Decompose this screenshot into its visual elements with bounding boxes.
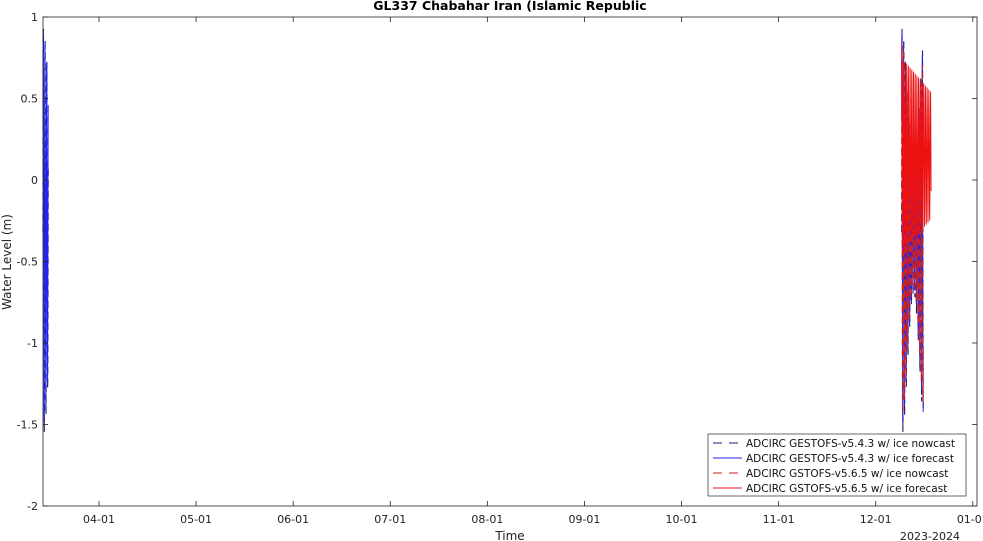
series-line <box>42 33 49 422</box>
y-tick-label: -0.5 <box>17 256 38 269</box>
y-tick-label: -1 <box>27 337 38 350</box>
legend: ADCIRC GESTOFS-v5.4.3 w/ ice nowcast ADCI… <box>707 433 967 497</box>
x-tick-label: 01-01 <box>957 513 983 526</box>
y-tick-label: 0.5 <box>21 93 39 106</box>
x-tick-label: 12-01 <box>860 513 892 526</box>
x-tick-label: 05-01 <box>180 513 212 526</box>
x-axis-label: Time <box>494 529 524 541</box>
y-axis: 1 0.5 0 -0.5 -1 -1.5 -2 <box>17 11 977 513</box>
x-tick-label: 07-01 <box>374 513 406 526</box>
series-line <box>901 59 932 253</box>
chart-title: GL337 Chabahar Iran (Islamic Republic <box>373 0 646 13</box>
x-tick-label: 11-01 <box>763 513 795 526</box>
legend-entry-label: ADCIRC GSTOFS-v5.6.5 w/ ice nowcast <box>746 468 948 480</box>
y-tick-label: -1.5 <box>17 419 38 432</box>
x-tick-label: 10-01 <box>666 513 698 526</box>
x-axis: 04-01 05-01 06-01 07-01 08-01 09-01 10-01 11-01… <box>83 17 983 526</box>
x-tick-label: 06-01 <box>277 513 309 526</box>
x-secondary-label: 2023-2024 <box>900 530 960 541</box>
series-line <box>901 42 924 414</box>
x-tick-label: 09-01 <box>568 513 600 526</box>
plot-marks <box>42 28 932 432</box>
series-4 <box>901 59 932 253</box>
y-tick-label: 0 <box>31 174 38 187</box>
legend-entry-label: ADCIRC GESTOFS-v5.4.3 w/ ice forecast <box>746 453 954 465</box>
series-3 <box>901 42 924 414</box>
legend-entry-label: ADCIRC GSTOFS-v5.6.5 w/ ice forecast <box>746 483 947 495</box>
y-tick-label: 1 <box>31 11 38 24</box>
legend-entry-label: ADCIRC GESTOFS-v5.4.3 w/ ice nowcast <box>746 438 955 450</box>
y-axis-label: Water Level (m) <box>0 214 14 310</box>
x-tick-label: 08-01 <box>471 513 503 526</box>
legend-box <box>707 433 967 497</box>
x-tick-label: 04-01 <box>83 513 115 526</box>
y-tick-label: -2 <box>27 500 38 513</box>
